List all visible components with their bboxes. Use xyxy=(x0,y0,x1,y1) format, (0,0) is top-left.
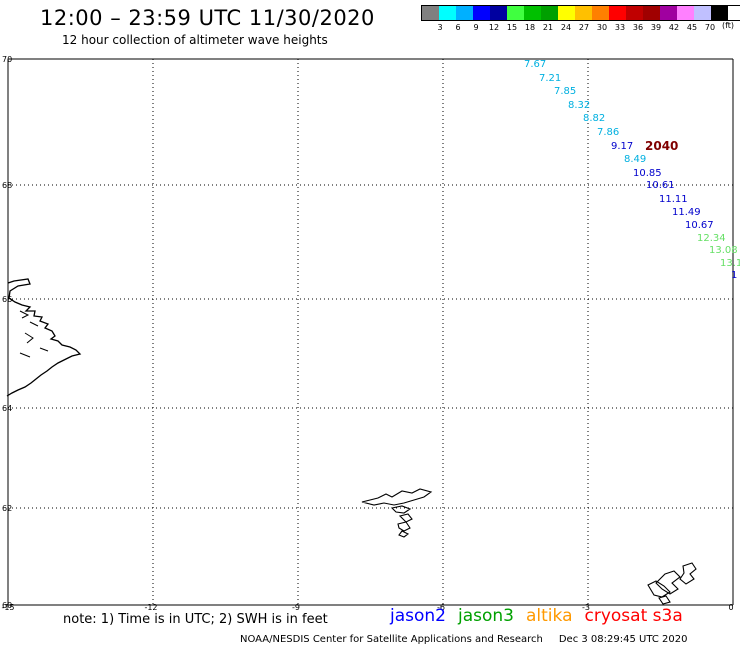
wave-height-value: 11.49 xyxy=(672,207,701,218)
iceland-coastline xyxy=(6,278,82,397)
color-swatch xyxy=(592,6,609,20)
longitude-tick: -15 xyxy=(1,603,14,612)
wave-height-value: 12.34 xyxy=(697,233,726,244)
latitude-tick: 62 xyxy=(2,504,12,513)
color-scale-unit: (ft) xyxy=(722,21,735,30)
shetland-islands xyxy=(647,562,697,605)
longitude-tick: -12 xyxy=(144,603,157,612)
map-grid xyxy=(7,58,734,606)
wave-height-value: 10.61 xyxy=(646,180,675,191)
color-scale-label: 3 xyxy=(437,23,443,32)
color-scale-label: 36 xyxy=(632,23,644,32)
color-scale-label: 18 xyxy=(524,23,536,32)
wave-height-value: 7.86 xyxy=(597,127,619,138)
time-marker-label: 2040 xyxy=(645,139,678,153)
color-scale-label: 39 xyxy=(650,23,662,32)
latitude-tick: 64 xyxy=(2,404,12,413)
color-scale-label: 70 xyxy=(704,23,716,32)
color-scale-label: 27 xyxy=(578,23,590,32)
wave-height-value: 8.82 xyxy=(583,113,605,124)
color-swatch xyxy=(473,6,490,20)
color-swatch xyxy=(609,6,626,20)
wave-height-value: 8.32 xyxy=(568,100,590,111)
color-swatch xyxy=(660,6,677,20)
color-scale-label: 6 xyxy=(455,23,461,32)
credit-text: NOAA/NESDIS Center for Satellite Applica… xyxy=(240,634,543,645)
map-subtitle: 12 hour collection of altimeter wave hei… xyxy=(62,33,328,47)
note-text: note: 1) Time is in UTC; 2) SWH is in fe… xyxy=(63,612,328,627)
color-swatch xyxy=(677,6,694,20)
wave-height-value: 7.21 xyxy=(539,73,561,84)
color-scale-label: 9 xyxy=(473,23,479,32)
color-swatch xyxy=(558,6,575,20)
color-scale-label: 24 xyxy=(560,23,572,32)
color-scale-legend: 3 6 9 12 15 18 21 24 27 30 33 36 39 42 45 70 (ft) xyxy=(421,5,740,35)
color-scale-label: 33 xyxy=(614,23,626,32)
satellite-name: cryosat s3a xyxy=(584,606,683,626)
longitude-tick: -3 xyxy=(582,603,590,612)
observation-labels: 7.677.217.858.328.827.869.178.4910.8510.… xyxy=(524,59,740,281)
color-swatch xyxy=(626,6,643,20)
color-scale-labels: 3 6 9 12 15 18 21 24 27 30 33 36 39 42 45 70 xyxy=(421,21,740,35)
latitude-tick: 66 xyxy=(2,295,12,304)
color-swatch xyxy=(524,6,541,20)
credit-line: NOAA/NESDIS Center for Satellite Applica… xyxy=(240,634,687,645)
latitude-tick: 68 xyxy=(2,181,12,190)
color-swatch xyxy=(456,6,473,20)
map-tick-labels: -15 -12 -9 -6 -3 0 70 68 66 64 62 60 xyxy=(1,55,733,612)
satellite-name: jason3 xyxy=(458,606,514,626)
color-swatch xyxy=(694,6,711,20)
satellite-name: jason2 xyxy=(390,606,446,626)
latitude-tick: 70 xyxy=(2,55,12,64)
wave-height-value: 11.11 xyxy=(659,194,688,205)
color-scale-label: 12 xyxy=(488,23,500,32)
color-swatch xyxy=(643,6,660,20)
latitude-tick: 60 xyxy=(2,601,12,610)
wave-height-value: 10.85 xyxy=(633,168,662,179)
color-swatch xyxy=(490,6,507,20)
wave-height-value: 1 xyxy=(731,270,737,281)
longitude-tick: 0 xyxy=(728,603,733,612)
color-scale-label: 42 xyxy=(668,23,680,32)
color-swatch xyxy=(575,6,592,20)
wave-height-value: 8.49 xyxy=(624,154,646,165)
color-swatch xyxy=(422,6,439,20)
color-scale-label: 30 xyxy=(596,23,608,32)
wave-height-value: 7.67 xyxy=(524,59,546,70)
color-scale-bar xyxy=(421,5,740,21)
satellite-name: altika xyxy=(526,606,573,626)
longitude-tick: -9 xyxy=(292,603,300,612)
wave-height-value: 7.85 xyxy=(554,86,576,97)
faroe-islands xyxy=(361,488,433,538)
color-scale-label: 15 xyxy=(506,23,518,32)
wave-height-value: 13.08 xyxy=(709,245,738,256)
longitude-tick: -6 xyxy=(437,603,445,612)
color-swatch xyxy=(711,6,728,20)
color-swatch xyxy=(439,6,456,20)
color-scale-label: 45 xyxy=(686,23,698,32)
timestamp: Dec 3 08:29:45 UTC 2020 xyxy=(558,634,688,645)
satellite-legend: jason2 jason3 altika cryosat s3a xyxy=(390,606,695,626)
map-title: 12:00 – 23:59 UTC 11/30/2020 xyxy=(40,6,375,30)
wave-height-value: 9.17 xyxy=(611,141,633,152)
wave-height-value: 10.67 xyxy=(685,220,714,231)
color-scale-label: 21 xyxy=(542,23,554,32)
color-swatch xyxy=(507,6,524,20)
color-swatch xyxy=(541,6,558,20)
iceland-coastline xyxy=(19,310,49,358)
wave-height-value: 13.1 xyxy=(720,258,740,269)
